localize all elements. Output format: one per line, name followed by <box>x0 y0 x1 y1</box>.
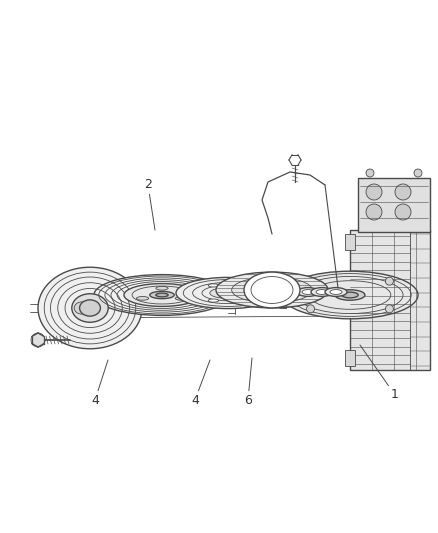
Ellipse shape <box>311 288 333 296</box>
Text: 4: 4 <box>191 360 210 407</box>
Ellipse shape <box>232 277 312 303</box>
Bar <box>358 178 430 232</box>
Ellipse shape <box>244 272 300 308</box>
Ellipse shape <box>74 302 90 314</box>
Ellipse shape <box>282 271 418 319</box>
Ellipse shape <box>330 289 342 294</box>
Text: 2: 2 <box>144 179 155 230</box>
Circle shape <box>366 169 374 177</box>
Circle shape <box>31 333 45 347</box>
Text: 4: 4 <box>91 360 108 407</box>
Ellipse shape <box>150 292 174 298</box>
Circle shape <box>395 204 411 220</box>
Bar <box>345 350 355 366</box>
Ellipse shape <box>94 274 230 316</box>
Text: 6: 6 <box>244 358 252 407</box>
Ellipse shape <box>72 294 108 322</box>
Ellipse shape <box>208 284 219 287</box>
Text: 1: 1 <box>360 345 399 401</box>
Ellipse shape <box>124 284 200 306</box>
Ellipse shape <box>208 299 219 302</box>
Ellipse shape <box>316 289 328 294</box>
Ellipse shape <box>137 296 148 300</box>
Circle shape <box>366 204 382 220</box>
Ellipse shape <box>252 292 262 295</box>
Bar <box>350 230 430 370</box>
Bar <box>345 234 355 250</box>
Circle shape <box>385 277 393 285</box>
Circle shape <box>366 184 382 200</box>
Circle shape <box>385 305 393 313</box>
Ellipse shape <box>210 287 246 298</box>
Ellipse shape <box>156 286 168 290</box>
Ellipse shape <box>80 300 100 316</box>
Circle shape <box>307 277 314 285</box>
Circle shape <box>307 305 314 313</box>
Ellipse shape <box>325 288 347 296</box>
Ellipse shape <box>156 293 168 297</box>
Ellipse shape <box>342 292 358 298</box>
Ellipse shape <box>38 267 142 349</box>
Circle shape <box>414 169 422 177</box>
Ellipse shape <box>218 290 238 296</box>
Circle shape <box>395 184 411 200</box>
Ellipse shape <box>175 296 187 300</box>
Ellipse shape <box>335 290 365 300</box>
Ellipse shape <box>297 288 319 296</box>
Ellipse shape <box>302 289 314 294</box>
Ellipse shape <box>216 272 328 308</box>
Ellipse shape <box>176 277 280 309</box>
